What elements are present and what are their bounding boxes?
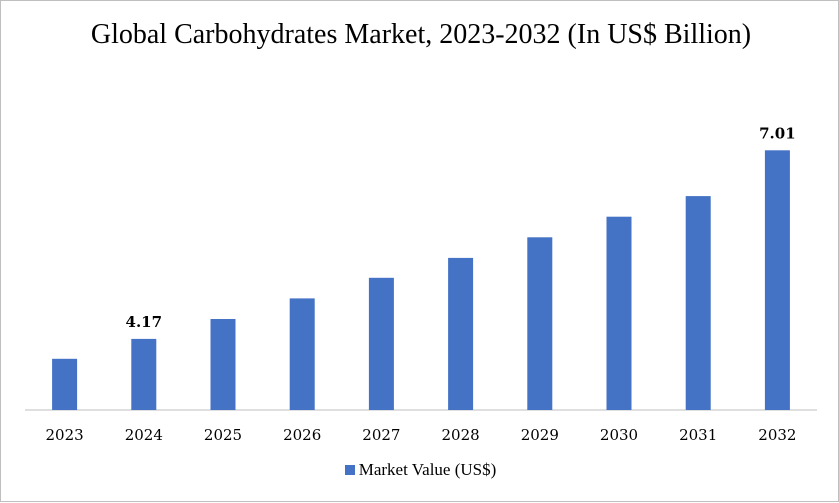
x-tick-label-2031: 2031 bbox=[679, 426, 717, 444]
bar-2024 bbox=[131, 338, 157, 410]
bar-2032 bbox=[764, 150, 790, 411]
x-tick-label-2026: 2026 bbox=[283, 426, 321, 444]
x-tick-label-2023: 2023 bbox=[46, 426, 84, 444]
bar-2027 bbox=[368, 277, 394, 410]
legend-swatch bbox=[344, 465, 355, 475]
x-tick-label-2028: 2028 bbox=[442, 426, 480, 444]
bar-2028 bbox=[448, 257, 474, 410]
x-tick-label-2025: 2025 bbox=[204, 426, 242, 444]
legend: Market Value (US$) bbox=[1, 459, 839, 481]
bar-2029 bbox=[527, 237, 553, 410]
x-tick-label-2032: 2032 bbox=[758, 426, 796, 444]
x-tick-label-2029: 2029 bbox=[521, 426, 559, 444]
legend-label: Market Value (US$) bbox=[358, 460, 497, 479]
bar-2025 bbox=[210, 319, 236, 410]
x-tick-label-2024: 2024 bbox=[125, 426, 163, 444]
data-label-2024: 4.17 bbox=[126, 313, 163, 331]
chart-title: Global Carbohydrates Market, 2023-2032 (… bbox=[90, 19, 752, 50]
x-tick-label-2027: 2027 bbox=[362, 426, 400, 444]
bar-2026 bbox=[289, 298, 315, 410]
x-tick-label-2030: 2030 bbox=[600, 426, 638, 444]
data-label-2032: 7.01 bbox=[759, 124, 796, 142]
bar-2030 bbox=[606, 216, 632, 410]
bar-2023 bbox=[52, 358, 78, 410]
bar-2031 bbox=[685, 196, 711, 410]
